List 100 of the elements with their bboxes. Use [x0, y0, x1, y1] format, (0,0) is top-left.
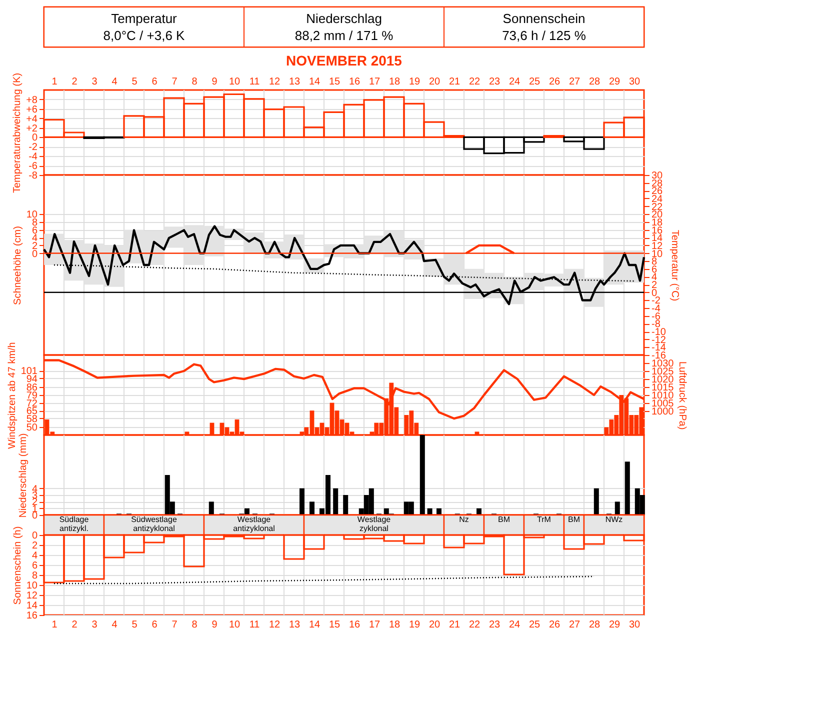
x2-tick-label: 25: [528, 76, 540, 88]
y2-tick-label: 0: [652, 288, 658, 299]
band-label: Nz: [459, 515, 469, 524]
x2-tick-label: 11: [249, 76, 260, 88]
y-axis-title: Temperaturabweichung (K): [12, 72, 24, 194]
y-tick-label: +2: [26, 123, 38, 134]
x2-tick-label: 20: [428, 76, 440, 88]
bar: [300, 488, 304, 515]
y-tick-label: 14: [26, 600, 38, 612]
x2-tick-label: 26: [548, 76, 560, 88]
bar: [343, 495, 348, 515]
bar: [594, 488, 599, 515]
x-tick-label: 25: [528, 620, 540, 630]
x2-tick-label: 30: [628, 76, 640, 88]
x2-tick-label: 24: [508, 76, 520, 88]
bar: [476, 508, 482, 515]
y-tick-label: +6: [26, 104, 38, 116]
bar: [427, 508, 432, 515]
bar: [420, 435, 425, 515]
y-axis-title: Niederschlag (mm): [18, 433, 29, 518]
x2-tick-label: 12: [268, 76, 280, 88]
bar: [310, 502, 314, 515]
line-series: [53, 576, 595, 584]
y-tick-label: 6: [32, 560, 38, 572]
bar: [333, 488, 338, 515]
x2-tick-label: 5: [132, 76, 138, 88]
x2-tick-label: 17: [368, 76, 380, 88]
x-tick-label: 22: [468, 620, 480, 630]
y-tick-label: 58: [26, 414, 38, 425]
y2-axis-title: Temperatur (°C): [668, 230, 680, 302]
band-label: Südwestlage antizyklonal: [131, 515, 178, 533]
x2-tick-label: 19: [408, 76, 420, 88]
chart-title: NOVEMBER 2015: [286, 52, 402, 68]
x-tick-label: 12: [268, 620, 280, 630]
y-axis-title: Sonnenschein (h): [12, 526, 24, 605]
text: Temperatur: [111, 11, 178, 26]
x-tick-label: 1: [52, 620, 58, 630]
band-label: Westlage zyklonal: [357, 515, 392, 533]
y-tick-label: 50: [26, 422, 38, 434]
bar: [614, 502, 620, 515]
x2-tick-label: 10: [228, 76, 240, 88]
x2-tick-label: 3: [92, 76, 98, 88]
band-label: Südlage antizykl.: [59, 515, 90, 533]
y-tick-label: 0: [32, 248, 38, 260]
y-tick-label: -4: [28, 152, 38, 163]
x-tick-label: 15: [328, 620, 340, 630]
x2-tick-label: 1: [52, 76, 58, 88]
x-tick-label: 29: [608, 620, 620, 630]
x2-tick-label: 13: [288, 76, 300, 88]
x2-tick-label: 22: [468, 76, 480, 88]
x-tick-label: 20: [428, 620, 440, 630]
x-tick-label: 21: [448, 620, 460, 630]
y-tick-label: 12: [26, 590, 38, 602]
x-tick-label: 11: [249, 620, 260, 630]
x-tick-label: 18: [388, 620, 400, 630]
y-tick-label: 0: [32, 530, 38, 542]
y-tick-label: 16: [26, 610, 38, 622]
y-tick-label: 2: [32, 540, 38, 552]
y-tick-label: -6: [28, 161, 38, 172]
band-label: BM: [498, 515, 510, 524]
x-tick-label: 2: [72, 620, 78, 630]
x2-tick-label: 6: [152, 76, 158, 88]
x2-tick-label: 8: [192, 76, 198, 88]
bar: [208, 502, 214, 515]
y-tick-label: -8: [28, 170, 38, 182]
x-tick-label: 8: [192, 620, 198, 630]
x-tick-label: 9: [212, 620, 218, 630]
x-tick-label: 26: [548, 620, 560, 630]
y2-axis-title: Luftdruck (hPa): [676, 361, 688, 430]
text: 88,2 mm / 171 %: [294, 28, 394, 43]
x2-tick-label: 2: [72, 76, 78, 88]
y-tick-label: 8: [32, 570, 38, 582]
x2-tick-label: 29: [608, 76, 620, 88]
x2-tick-label: 7: [172, 76, 178, 88]
bar: [436, 508, 442, 515]
x-tick-label: 28: [588, 620, 600, 630]
x-tick-label: 7: [172, 620, 178, 630]
x-tick-label: 3: [92, 620, 98, 630]
y2-tick-label: 1000: [652, 406, 674, 418]
x-tick-label: 5: [132, 620, 138, 630]
y-tick-label: 0: [32, 132, 38, 144]
y-tick-label: 4: [32, 550, 38, 562]
x-tick-label: 23: [488, 620, 500, 630]
x-tick-label: 30: [628, 620, 640, 630]
x2-tick-label: 9: [212, 76, 218, 88]
x-tick-label: 4: [112, 620, 118, 630]
text: 73,6 h / 125 %: [502, 28, 586, 43]
band-label: TrM: [537, 515, 552, 524]
x2-tick-label: 15: [328, 76, 340, 88]
line-series: [42, 225, 646, 306]
band-label: NWz: [605, 515, 623, 524]
y-tick-label: +8: [26, 94, 38, 106]
text: 8,0°C / +3,6 K: [103, 28, 186, 43]
x-tick-label: 6: [152, 620, 158, 630]
x-tick-label: 13: [288, 620, 300, 630]
y-tick-label: +4: [26, 114, 38, 125]
x2-tick-label: 4: [112, 76, 118, 88]
bar: [624, 462, 630, 515]
band-label: Westlage antizyklonal: [233, 515, 276, 533]
text: Sonnenschein: [502, 11, 586, 26]
